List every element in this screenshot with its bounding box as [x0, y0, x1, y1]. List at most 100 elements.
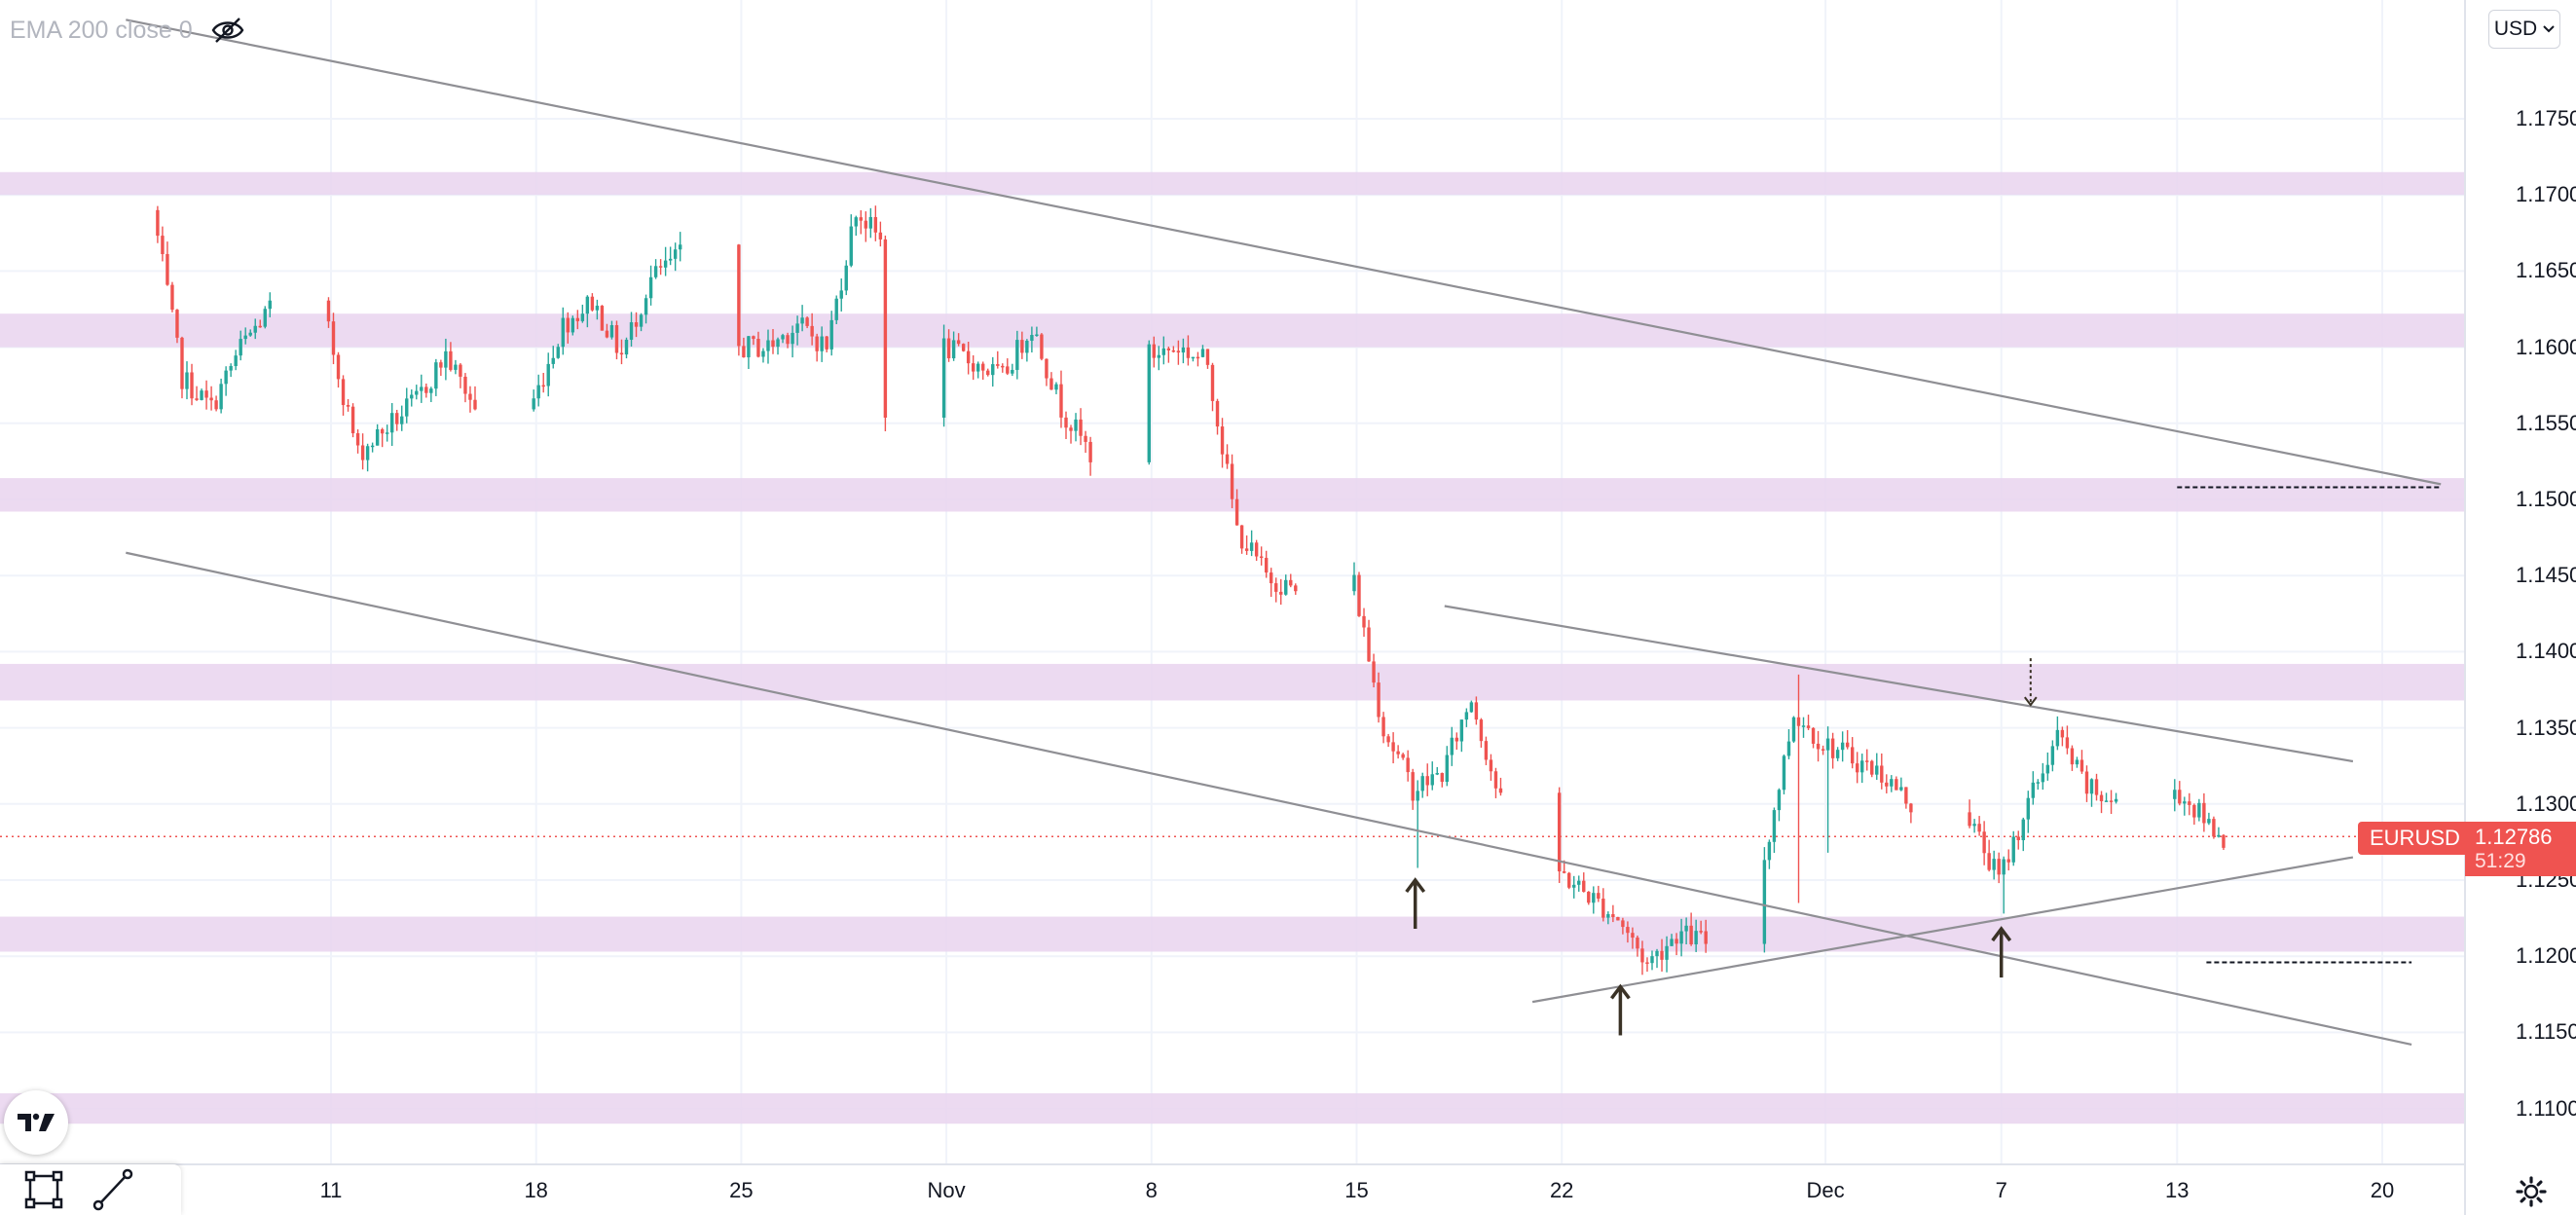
candle[interactable] [1040, 333, 1044, 361]
candle[interactable] [795, 315, 799, 346]
candle[interactable] [941, 324, 946, 427]
candle[interactable] [609, 320, 614, 340]
candle[interactable] [1660, 939, 1664, 972]
rectangle-tool-button[interactable] [18, 1164, 70, 1215]
candle[interactable] [1450, 726, 1454, 766]
candle[interactable] [1386, 733, 1390, 748]
candle[interactable] [449, 342, 453, 372]
candle[interactable] [1845, 729, 1850, 750]
candle[interactable] [1811, 727, 1816, 749]
candle[interactable] [1045, 358, 1049, 387]
candle[interactable] [1606, 911, 1610, 925]
candle[interactable] [956, 333, 961, 347]
candle[interactable] [1464, 708, 1469, 727]
candle[interactable] [1084, 430, 1087, 454]
candle[interactable] [1694, 919, 1698, 952]
sr-zone[interactable] [0, 171, 2465, 196]
candle[interactable] [1684, 917, 1688, 945]
candle[interactable] [2002, 856, 2006, 914]
candle[interactable] [546, 352, 550, 397]
candle[interactable] [2026, 791, 2030, 833]
candle[interactable] [1274, 577, 1278, 603]
candle[interactable] [1015, 330, 1019, 380]
candle[interactable] [570, 315, 575, 336]
candle[interactable] [2041, 762, 2045, 791]
candle[interactable] [1054, 382, 1058, 394]
candle[interactable] [541, 373, 545, 393]
candle[interactable] [946, 329, 951, 362]
candle[interactable] [1381, 712, 1385, 744]
candle[interactable] [834, 295, 838, 324]
candle[interactable] [2031, 771, 2035, 805]
candle[interactable] [1850, 737, 1855, 769]
candle[interactable] [2192, 803, 2196, 826]
candle[interactable] [742, 337, 746, 358]
candle[interactable] [1176, 340, 1181, 365]
candle[interactable] [2183, 796, 2187, 816]
candle[interactable] [234, 350, 238, 371]
sr-zone[interactable] [0, 313, 2465, 348]
candle[interactable] [1372, 653, 1376, 688]
candle[interactable] [1367, 619, 1371, 662]
candle[interactable] [2089, 778, 2094, 807]
candle[interactable] [1899, 777, 1903, 792]
trendline-tool-button[interactable] [86, 1164, 138, 1215]
candle[interactable] [737, 243, 741, 356]
candle[interactable] [2222, 833, 2226, 850]
candle[interactable] [459, 363, 462, 388]
candle[interactable] [463, 373, 467, 403]
candle[interactable] [849, 214, 853, 268]
candle[interactable] [1909, 802, 1913, 824]
candle[interactable] [883, 235, 888, 432]
candle[interactable] [532, 389, 535, 412]
candle[interactable] [1161, 336, 1166, 365]
candle[interactable] [341, 375, 346, 416]
arrow-up[interactable] [1405, 877, 1426, 929]
candle[interactable] [1816, 730, 1821, 762]
candle[interactable] [1069, 424, 1073, 444]
candle[interactable] [2050, 740, 2055, 772]
candle[interactable] [473, 386, 477, 411]
candle[interactable] [2075, 756, 2079, 768]
candle[interactable] [747, 336, 751, 369]
candle[interactable] [629, 312, 634, 347]
candle[interactable] [658, 259, 663, 276]
candle[interactable] [336, 351, 341, 388]
candle[interactable] [1645, 957, 1649, 973]
candle[interactable] [2197, 798, 2201, 822]
candle[interactable] [1425, 763, 1429, 796]
candle[interactable] [1557, 787, 1562, 883]
candle[interactable] [653, 259, 658, 279]
candle[interactable] [410, 389, 414, 407]
candle[interactable] [1904, 787, 1908, 809]
candle[interactable] [1454, 732, 1459, 750]
candle[interactable] [1391, 732, 1395, 764]
candle[interactable] [1772, 807, 1777, 854]
candle[interactable] [1840, 731, 1845, 762]
candle[interactable] [434, 358, 438, 396]
candle[interactable] [1249, 530, 1254, 557]
candle[interactable] [1968, 799, 1971, 828]
candle[interactable] [1435, 766, 1439, 776]
candle[interactable] [1064, 411, 1068, 439]
candle[interactable] [2207, 812, 2211, 826]
candle[interactable] [1440, 772, 1444, 788]
candle[interactable] [996, 350, 1000, 369]
candle[interactable] [1616, 916, 1620, 921]
candle[interactable] [439, 359, 443, 377]
candle[interactable] [1152, 336, 1156, 368]
candle[interactable] [1636, 935, 1639, 957]
candle[interactable] [248, 329, 252, 337]
candle[interactable] [1890, 775, 1894, 792]
candle[interactable] [752, 335, 755, 346]
candle[interactable] [1430, 761, 1434, 791]
candle[interactable] [1665, 936, 1669, 973]
candle[interactable] [2016, 830, 2020, 850]
candle[interactable] [644, 294, 648, 324]
candle[interactable] [1489, 754, 1493, 781]
candle[interactable] [204, 380, 208, 410]
dashed-levels[interactable] [2177, 486, 2442, 964]
candle[interactable] [1181, 338, 1186, 364]
candle[interactable] [385, 424, 389, 442]
candle[interactable] [1254, 539, 1259, 562]
